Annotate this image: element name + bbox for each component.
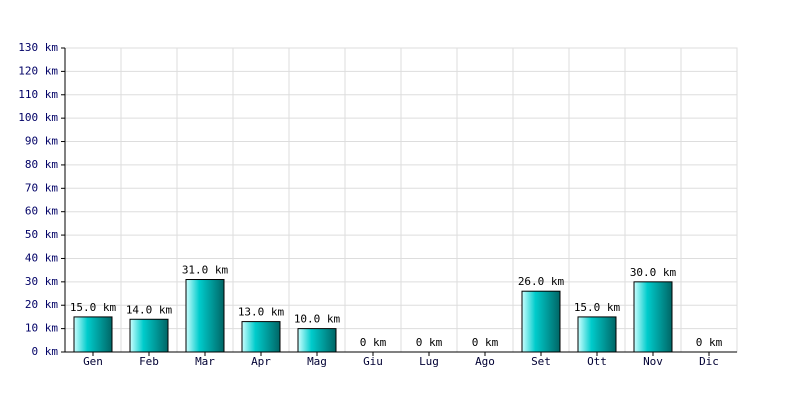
y-tick-label: 60 km: [25, 205, 58, 218]
y-tick-label: 70 km: [25, 181, 58, 194]
x-tick-label: Mag: [307, 355, 327, 368]
value-label: 31.0 km: [182, 264, 229, 277]
y-tick-label: 110 km: [18, 88, 58, 101]
x-tick-label: Feb: [139, 355, 159, 368]
value-label: 13.0 km: [238, 306, 285, 319]
value-label: 0 km: [472, 336, 499, 349]
x-tick-label: Gen: [83, 355, 103, 368]
bar: [521, 290, 561, 353]
bar: [577, 316, 617, 353]
bar: [185, 279, 225, 353]
bar: [73, 316, 113, 353]
value-label: 14.0 km: [126, 303, 173, 316]
value-label: 0 km: [360, 336, 387, 349]
x-tick-label: Nov: [643, 355, 663, 368]
x-tick-label: Lug: [419, 355, 439, 368]
y-tick-label: 0 km: [32, 345, 59, 358]
x-tick-label: Apr: [251, 355, 271, 368]
y-tick-label: 20 km: [25, 298, 58, 311]
value-label: 15.0 km: [70, 301, 117, 314]
y-tick-label: 100 km: [18, 111, 58, 124]
y-tick-label: 30 km: [25, 275, 58, 288]
x-tick-label: Dic: [699, 355, 719, 368]
y-tick-label: 10 km: [25, 322, 58, 335]
x-tick-label: Giu: [363, 355, 383, 368]
value-label: 26.0 km: [518, 275, 565, 288]
y-tick-label: 120 km: [18, 64, 58, 77]
y-tick-label: 80 km: [25, 158, 58, 171]
value-label: 15.0 km: [574, 301, 621, 314]
x-tick-label: Mar: [195, 355, 215, 368]
bar: [297, 328, 337, 353]
value-label: 30.0 km: [630, 266, 677, 279]
bar: [129, 318, 169, 353]
value-label: 10.0 km: [294, 313, 341, 326]
x-tick-label: Set: [531, 355, 551, 368]
value-label: 0 km: [696, 336, 723, 349]
bar: [633, 281, 673, 353]
x-tick-label: Ago: [475, 355, 495, 368]
value-label: 0 km: [416, 336, 443, 349]
y-tick-label: 40 km: [25, 251, 58, 264]
bar: [241, 321, 281, 353]
x-tick-label: Ott: [587, 355, 607, 368]
y-tick-label: 130 km: [18, 41, 58, 54]
y-tick-label: 50 km: [25, 228, 58, 241]
y-tick-label: 90 km: [25, 135, 58, 148]
